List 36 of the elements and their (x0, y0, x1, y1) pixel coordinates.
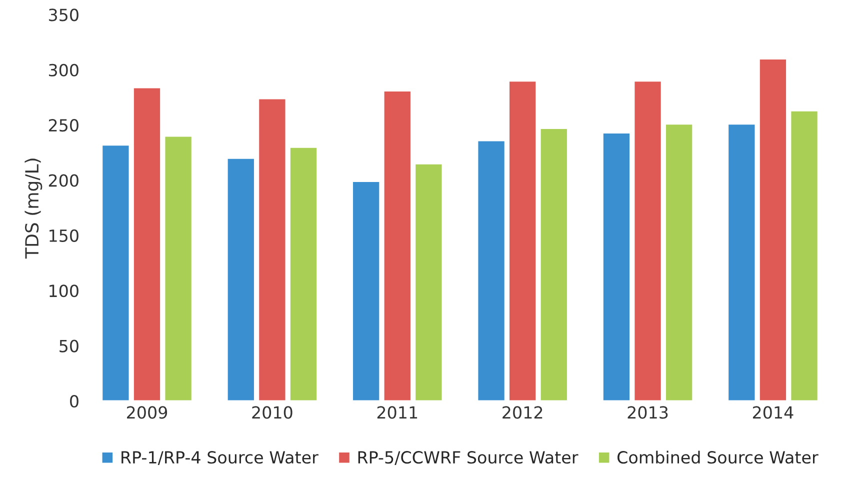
x-tick-label: 2009 (127, 406, 168, 419)
x-tick-label: 2011 (377, 406, 418, 419)
x-tick-label: 2013 (628, 406, 668, 419)
bar (352, 180, 381, 401)
bar (289, 146, 318, 401)
bar (414, 162, 444, 401)
bar (382, 90, 412, 401)
legend-label: RP-1/RP-4 Source Water (122, 451, 318, 465)
bar (633, 80, 662, 401)
y-axis-title: TDS (mg/L) (24, 158, 42, 259)
y-tick-label: 300 (48, 64, 78, 76)
bar (602, 132, 631, 401)
y-tick-label: 50 (60, 340, 78, 352)
bar (164, 135, 193, 401)
y-tick-label: 100 (50, 284, 78, 298)
y-tick-label: 350 (48, 8, 78, 22)
y-tick-label: 150 (50, 229, 78, 242)
bar (664, 123, 694, 401)
bar (132, 86, 162, 401)
bar (539, 128, 568, 401)
legend-label: RP-5/CCWRF Source Water (358, 451, 578, 465)
bar (226, 157, 256, 401)
x-tick-label: 2012 (502, 406, 542, 419)
x-tick-label: 2014 (752, 406, 794, 419)
bar (790, 110, 819, 401)
y-tick-label: 250 (48, 119, 78, 132)
bar (758, 58, 788, 401)
y-tick-label: 200 (48, 174, 78, 187)
bar (476, 140, 506, 401)
x-tick-label: 2010 (252, 406, 292, 419)
y-tick-label: 0 (70, 394, 78, 408)
bar (508, 80, 538, 401)
bar (258, 98, 287, 401)
bar (727, 123, 756, 401)
legend-label: Combined Source Water (618, 450, 818, 464)
bar (101, 144, 130, 401)
